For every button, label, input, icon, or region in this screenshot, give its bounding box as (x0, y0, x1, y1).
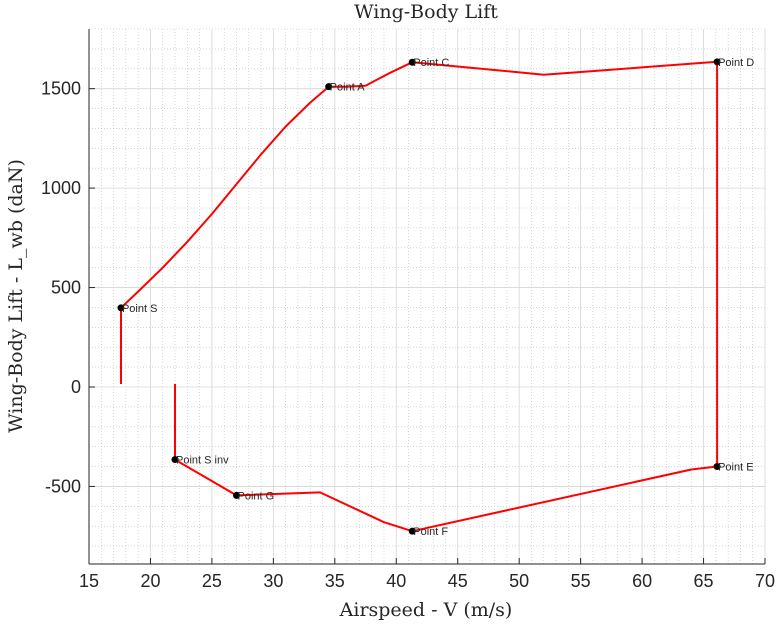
point-marker (325, 83, 333, 91)
point-label: Point D (718, 57, 754, 69)
y-axis-label: Wing-Body Lift - L_wb (daN) (5, 159, 27, 433)
point-marker (408, 527, 416, 535)
x-tick-label: 50 (509, 571, 529, 591)
axes: 15 20 25 30 35 40 45 50 55 60 65 70 -500 0 500 1000 1500 (41, 29, 775, 591)
y-tick-label: 1000 (41, 178, 81, 198)
x-tick-label: 35 (325, 571, 345, 591)
x-tick-label: 15 (79, 571, 99, 591)
x-tick-label: 60 (632, 571, 652, 591)
point-marker (117, 304, 125, 312)
point-label: Point S (122, 303, 157, 315)
x-axis-label: Airspeed - V (m/s) (339, 599, 513, 621)
point-marker (408, 58, 416, 66)
point-label: Point C (413, 57, 449, 69)
x-tick-label: 55 (571, 571, 591, 591)
point-label: Point G (237, 490, 274, 502)
marker-layer: Point S Point A Point C Point D Point E Point… (117, 57, 754, 538)
x-tick-label: 65 (694, 571, 714, 591)
y-tick-label: -500 (45, 476, 81, 496)
x-tick-label: 25 (202, 571, 222, 591)
point-label: Point A (330, 82, 366, 94)
point-label: Point S inv (176, 455, 229, 467)
x-tick-label: 40 (386, 571, 406, 591)
y-tick-label: 500 (51, 278, 81, 298)
point-marker (713, 58, 721, 66)
flight-envelope-line (120, 60, 719, 533)
x-tick-label: 70 (755, 571, 775, 591)
series-layer (120, 60, 719, 533)
y-tick-label: 1500 (41, 79, 81, 99)
grid (88, 28, 766, 564)
point-marker (171, 456, 179, 464)
y-tick-label: 0 (71, 377, 81, 397)
chart-title: Wing-Body Lift (354, 1, 498, 23)
x-tick-label: 20 (140, 571, 160, 591)
point-label: Point E (718, 462, 753, 474)
x-tick-label: 45 (448, 571, 468, 591)
x-tick-label: 30 (263, 571, 283, 591)
point-label: Point F (413, 526, 448, 538)
point-marker (713, 463, 721, 471)
point-marker (232, 491, 240, 499)
